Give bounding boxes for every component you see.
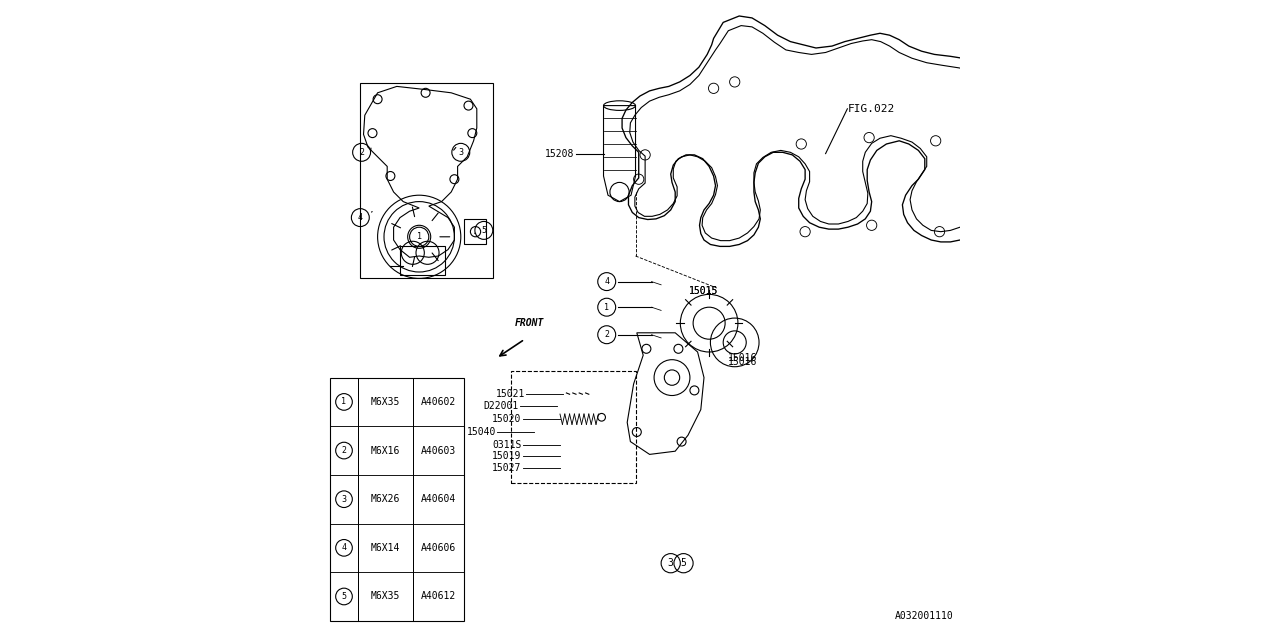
Text: 15016: 15016 (728, 353, 758, 364)
Text: 4: 4 (358, 213, 362, 222)
Text: M6X16: M6X16 (371, 445, 401, 456)
Text: A032001110: A032001110 (895, 611, 954, 621)
Text: 1: 1 (604, 303, 609, 312)
Text: 15015: 15015 (689, 286, 718, 296)
Text: 0311S: 0311S (493, 440, 522, 450)
Text: 15016: 15016 (728, 356, 756, 367)
Text: M6X35: M6X35 (371, 397, 401, 407)
Text: 15020: 15020 (493, 414, 522, 424)
Bar (399, 246, 445, 275)
Text: 5: 5 (342, 592, 347, 601)
Text: 4: 4 (342, 543, 347, 552)
Bar (330, 378, 465, 621)
Text: 4: 4 (604, 277, 609, 286)
Text: D22001: D22001 (483, 401, 518, 412)
Text: 2: 2 (604, 330, 609, 339)
Text: M6X35: M6X35 (371, 591, 401, 602)
Text: A40604: A40604 (421, 494, 456, 504)
Text: 1: 1 (417, 232, 421, 241)
Text: 15021: 15021 (495, 388, 525, 399)
Text: M6X26: M6X26 (371, 494, 401, 504)
Text: 15040: 15040 (467, 427, 497, 437)
Text: 3: 3 (668, 558, 673, 568)
Text: A40602: A40602 (421, 397, 456, 407)
Text: A40603: A40603 (421, 445, 456, 456)
Bar (511, 371, 635, 483)
Bar (465, 219, 486, 244)
Text: 5: 5 (681, 558, 686, 568)
Text: 3: 3 (342, 495, 347, 504)
Text: 15015: 15015 (689, 286, 718, 296)
Text: 1: 1 (342, 397, 347, 406)
Text: 15027: 15027 (493, 463, 522, 474)
Text: M6X14: M6X14 (371, 543, 401, 553)
Text: 2: 2 (360, 148, 364, 157)
Text: FIG.022: FIG.022 (849, 104, 895, 114)
Text: A40612: A40612 (421, 591, 456, 602)
Bar (360, 83, 493, 278)
Text: 3: 3 (458, 148, 463, 157)
Text: FRONT: FRONT (516, 318, 544, 328)
Text: 5: 5 (481, 226, 486, 235)
Text: 15019: 15019 (493, 451, 522, 461)
Text: 15208: 15208 (545, 148, 575, 159)
Text: 2: 2 (342, 446, 347, 455)
Text: A40606: A40606 (421, 543, 456, 553)
